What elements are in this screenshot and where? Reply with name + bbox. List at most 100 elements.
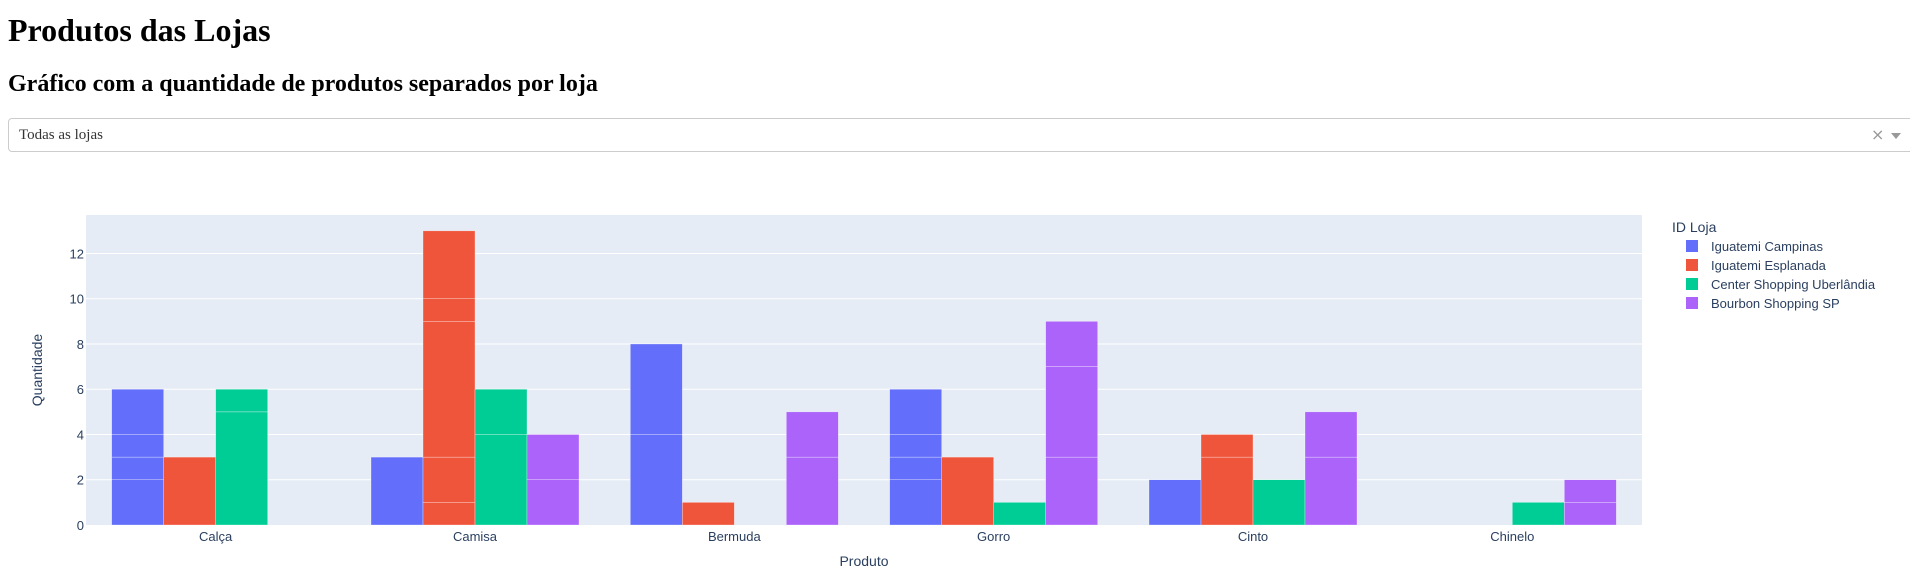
bar-segment: [215, 411, 268, 526]
bar-segment: [422, 230, 476, 299]
bar-segment: [111, 388, 164, 435]
bar: [889, 388, 942, 526]
bar-segment: [682, 502, 735, 526]
bar-segment: [1304, 456, 1358, 526]
bar-segment: [526, 434, 580, 480]
bar-segment: [474, 388, 528, 435]
bar-segment: [422, 502, 476, 526]
legend-swatch: [1686, 240, 1698, 252]
chevron-down-icon[interactable]: [1891, 133, 1901, 139]
bar-segment: [422, 321, 476, 458]
bar-segment: [889, 479, 942, 526]
bar-segment: [889, 434, 942, 458]
legend-item[interactable]: Center Shopping Uberlândia: [1686, 277, 1876, 292]
bar-segment: [1564, 479, 1617, 503]
legend-label: Center Shopping Uberlândia: [1711, 277, 1876, 292]
bar: [682, 502, 735, 526]
bar-segment: [630, 343, 683, 435]
bar: [1304, 411, 1358, 526]
bar-segment: [111, 434, 164, 458]
bar-segment: [370, 456, 424, 526]
bar: [1564, 479, 1617, 526]
y-tick-label: 2: [77, 473, 84, 488]
bar-segment: [1200, 434, 1254, 458]
clear-selection-icon[interactable]: ×: [1871, 125, 1885, 144]
bar-segment: [1200, 456, 1254, 526]
bar-segment: [1252, 479, 1306, 526]
y-axis-ticks: 0 2 4 6 8 10 12: [70, 246, 84, 533]
legend-label: Iguatemi Campinas: [1711, 239, 1823, 254]
bar: [786, 411, 839, 526]
x-tick-label: Calça: [199, 529, 233, 544]
y-tick-label: 12: [70, 246, 84, 261]
bar: [474, 388, 528, 526]
bar-segment: [1564, 502, 1617, 526]
bar: [1200, 434, 1254, 526]
x-tick-label: Chinelo: [1490, 529, 1534, 544]
bar: [993, 502, 1046, 526]
bar: [422, 230, 476, 526]
bar-segment: [786, 456, 839, 526]
bar: [941, 456, 994, 526]
legend-swatch: [1686, 259, 1698, 271]
x-tick-label: Camisa: [453, 529, 498, 544]
bar-segment: [474, 434, 528, 526]
legend-label: Iguatemi Esplanada: [1711, 258, 1827, 273]
bar-segment: [786, 411, 839, 458]
bar-segment: [1148, 479, 1202, 526]
bar-segment: [422, 456, 476, 503]
bars: [111, 230, 1617, 526]
bar-segment: [111, 479, 164, 526]
legend-item[interactable]: Bourbon Shopping SP: [1686, 296, 1840, 311]
bar-segment: [1512, 502, 1565, 526]
bar-segment: [526, 479, 580, 526]
bar: [526, 434, 580, 526]
bar-segment: [889, 388, 942, 435]
gridlines: [86, 252, 1642, 481]
bar: [215, 388, 268, 526]
bar-segment: [1045, 366, 1098, 458]
bar-segment: [422, 298, 476, 322]
legend-item[interactable]: Iguatemi Campinas: [1686, 239, 1823, 254]
y-tick-label: 8: [77, 337, 84, 352]
bar-segment: [1304, 411, 1358, 458]
bar: [1252, 479, 1306, 526]
bar: [111, 388, 164, 526]
legend-swatch: [1686, 297, 1698, 309]
x-tick-label: Bermuda: [708, 529, 762, 544]
x-axis-title: Produto: [839, 553, 888, 569]
bar: [370, 456, 424, 526]
x-axis-ticks: Calça Camisa Bermuda Gorro Cinto Chinelo: [199, 529, 1534, 544]
bar-segment: [1045, 456, 1098, 526]
bar: [630, 343, 683, 526]
store-select-value: Todas as lojas: [19, 127, 103, 143]
store-select-dropdown[interactable]: Todas as lojas ×: [8, 118, 1910, 152]
bar-segment: [1045, 321, 1098, 367]
legend-title: ID Loja: [1672, 219, 1717, 235]
y-axis-title: Quantidade: [29, 334, 45, 407]
bar: [1512, 502, 1565, 526]
bar-segment: [215, 388, 268, 413]
x-tick-label: Cinto: [1238, 529, 1268, 544]
plot-background: [86, 215, 1642, 525]
bar-segment: [111, 456, 164, 480]
bar: [1148, 479, 1202, 526]
y-tick-label: 10: [70, 292, 84, 307]
bar-segment: [630, 434, 683, 526]
bar: [163, 456, 216, 526]
bar-segment: [941, 456, 994, 526]
bar: [1045, 321, 1098, 526]
bar-segment: [993, 502, 1046, 526]
y-tick-label: 4: [77, 427, 84, 442]
legend: ID Loja Iguatemi Campinas Iguatemi Esplan…: [1672, 219, 1876, 311]
bar-segment: [889, 456, 942, 480]
y-tick-label: 0: [77, 518, 84, 533]
chart-subtitle: Gráfico com a quantidade de produtos sep…: [8, 71, 598, 97]
bar-segment: [163, 456, 216, 526]
legend-swatch: [1686, 278, 1698, 290]
legend-label: Bourbon Shopping SP: [1711, 296, 1840, 311]
legend-item[interactable]: Iguatemi Esplanada: [1686, 258, 1827, 273]
page-title: Produtos das Lojas: [8, 12, 271, 48]
x-tick-label: Gorro: [977, 529, 1010, 544]
